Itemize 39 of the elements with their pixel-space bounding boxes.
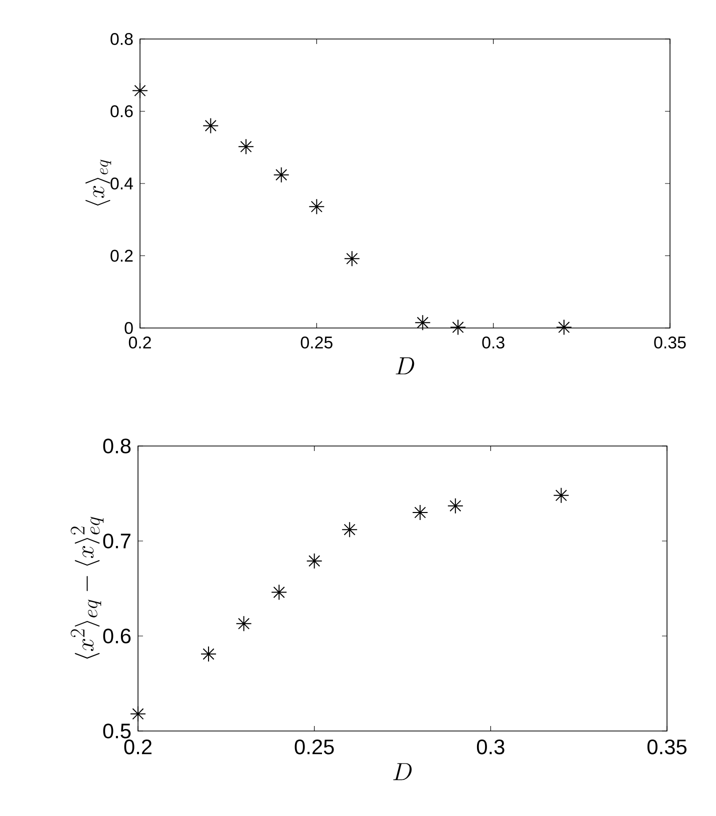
y-tick-label: 0.4 xyxy=(110,178,133,190)
point xyxy=(200,646,217,662)
y-tick-label: 0 xyxy=(124,322,133,334)
y-tick-label: 0.8 xyxy=(110,33,133,45)
x-tick-label: 0.35 xyxy=(654,336,686,349)
point xyxy=(447,498,464,514)
point xyxy=(130,706,146,722)
point xyxy=(553,487,570,504)
point xyxy=(238,138,254,155)
y-axis-title: $\langle x\rangle_{eq}$ xyxy=(85,160,112,206)
x-axis-title: $D$ xyxy=(393,763,412,780)
point xyxy=(344,250,360,267)
point xyxy=(342,522,358,538)
point xyxy=(308,198,325,215)
point xyxy=(132,82,148,99)
x-tick-label: 0.2 xyxy=(124,740,152,754)
point xyxy=(273,166,290,183)
y-tick-label: 0.7 xyxy=(103,534,130,548)
point xyxy=(202,118,219,134)
y-axis-title: $\langle x^2\rangle_{eq}-\langle x\rangle_{eq}^2$ xyxy=(70,516,104,659)
point xyxy=(450,319,466,336)
point xyxy=(412,504,428,520)
point xyxy=(414,314,431,331)
x-tick-label: 0.3 xyxy=(482,336,504,349)
y-tick-label: 0.2 xyxy=(110,250,133,262)
point xyxy=(236,616,252,632)
y-tick-label: 0.8 xyxy=(103,438,131,454)
x-axis-title: $D$ xyxy=(396,357,414,374)
y-tick-label: 0.6 xyxy=(110,105,133,118)
x-tick-label: 0.25 xyxy=(294,740,334,754)
x-tick-label: 0.2 xyxy=(128,336,151,349)
x-tick-label: 0.35 xyxy=(647,740,686,754)
x-tick-label: 0.3 xyxy=(476,740,504,754)
y-tick-label: 0.5 xyxy=(103,724,131,738)
point xyxy=(271,584,288,600)
y-tick-label: 0.6 xyxy=(103,628,131,644)
point xyxy=(556,319,572,336)
x-tick-label: 0.25 xyxy=(300,336,332,349)
point xyxy=(306,552,322,569)
